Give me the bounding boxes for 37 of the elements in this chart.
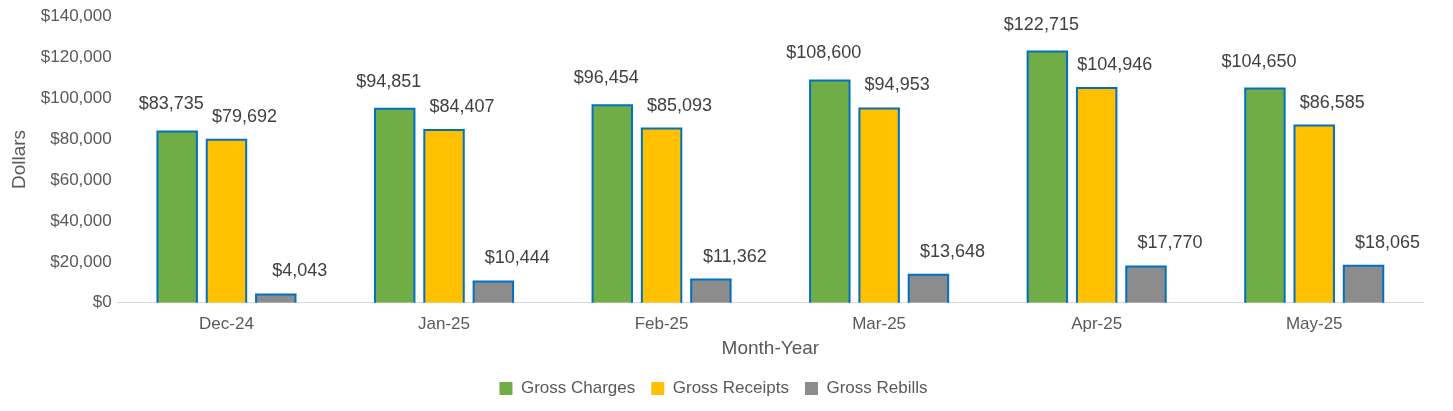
data-label: $13,648 bbox=[919, 240, 985, 261]
y-tick-label: $20,000 bbox=[50, 251, 112, 271]
data-label: $122,715 bbox=[1003, 13, 1079, 34]
legend-label: Gross Charges bbox=[520, 378, 636, 398]
x-tick-label: May-25 bbox=[1285, 313, 1343, 333]
data-label: $104,946 bbox=[1077, 53, 1153, 74]
data-label: $96,454 bbox=[573, 67, 639, 88]
data-label: $10,444 bbox=[484, 247, 550, 268]
y-tick-label: $140,000 bbox=[40, 5, 112, 25]
data-label: $18,065 bbox=[1355, 231, 1421, 252]
data-label: $84,407 bbox=[429, 95, 495, 116]
x-tick-label: Jan-25 bbox=[418, 313, 471, 333]
y-tick-label: $80,000 bbox=[50, 128, 112, 148]
data-label: $11,362 bbox=[703, 245, 767, 266]
data-label: $17,770 bbox=[1137, 232, 1203, 253]
legend-label: Gross Rebills bbox=[826, 378, 928, 398]
data-label: $83,735 bbox=[138, 93, 204, 114]
y-tick-label: $120,000 bbox=[40, 46, 112, 66]
data-label: $86,585 bbox=[1299, 91, 1365, 112]
data-label: $4,043 bbox=[272, 260, 328, 281]
data-label: $85,093 bbox=[647, 94, 713, 115]
y-tick-label: $60,000 bbox=[50, 169, 112, 189]
data-label: $94,851 bbox=[356, 70, 422, 91]
x-tick-label: Feb-25 bbox=[634, 313, 689, 333]
data-label: $104,650 bbox=[1221, 50, 1297, 71]
legend-label: Gross Receipts bbox=[672, 378, 789, 398]
x-axis-title: Month-Year bbox=[721, 336, 820, 358]
y-tick-label: $100,000 bbox=[40, 87, 112, 107]
y-tick-label: $40,000 bbox=[50, 210, 112, 230]
x-tick-label: Mar-25 bbox=[852, 313, 907, 333]
y-axis-title: Dollars bbox=[7, 129, 29, 190]
data-label: $94,953 bbox=[864, 74, 930, 95]
y-tick-label: $0 bbox=[92, 292, 112, 312]
data-label: $108,600 bbox=[786, 42, 862, 63]
x-tick-label: Dec-24 bbox=[199, 313, 254, 333]
x-tick-label: Apr-25 bbox=[1071, 313, 1123, 333]
data-label: $79,692 bbox=[211, 105, 278, 126]
